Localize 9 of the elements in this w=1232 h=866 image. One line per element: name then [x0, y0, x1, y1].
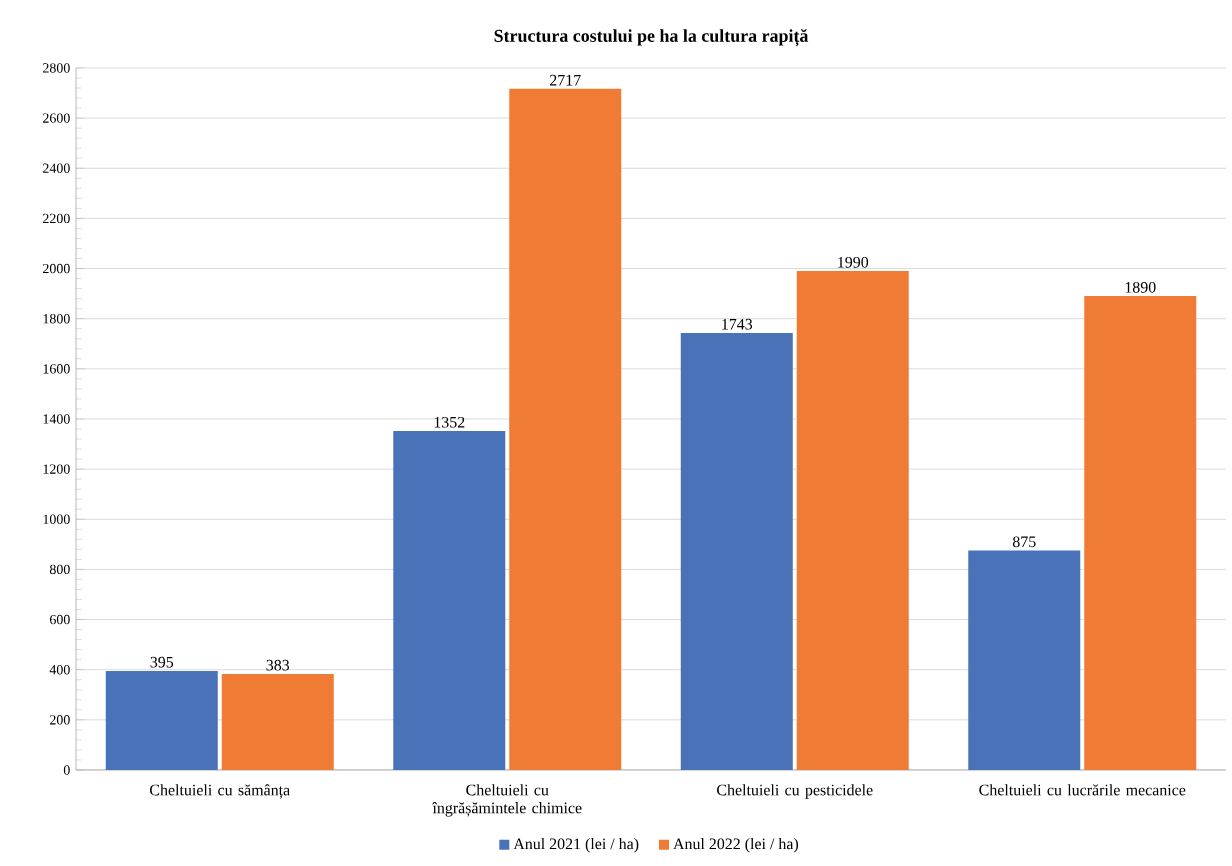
bar: [1084, 296, 1197, 770]
bar: [796, 271, 909, 770]
chart-title: Structura costului pe ha la cultura rapiță: [494, 29, 809, 47]
bar: [968, 550, 1081, 770]
bar: [221, 673, 334, 770]
bar: [680, 332, 793, 770]
bar: [393, 431, 506, 770]
bar: [105, 670, 218, 770]
bar: [509, 88, 622, 770]
